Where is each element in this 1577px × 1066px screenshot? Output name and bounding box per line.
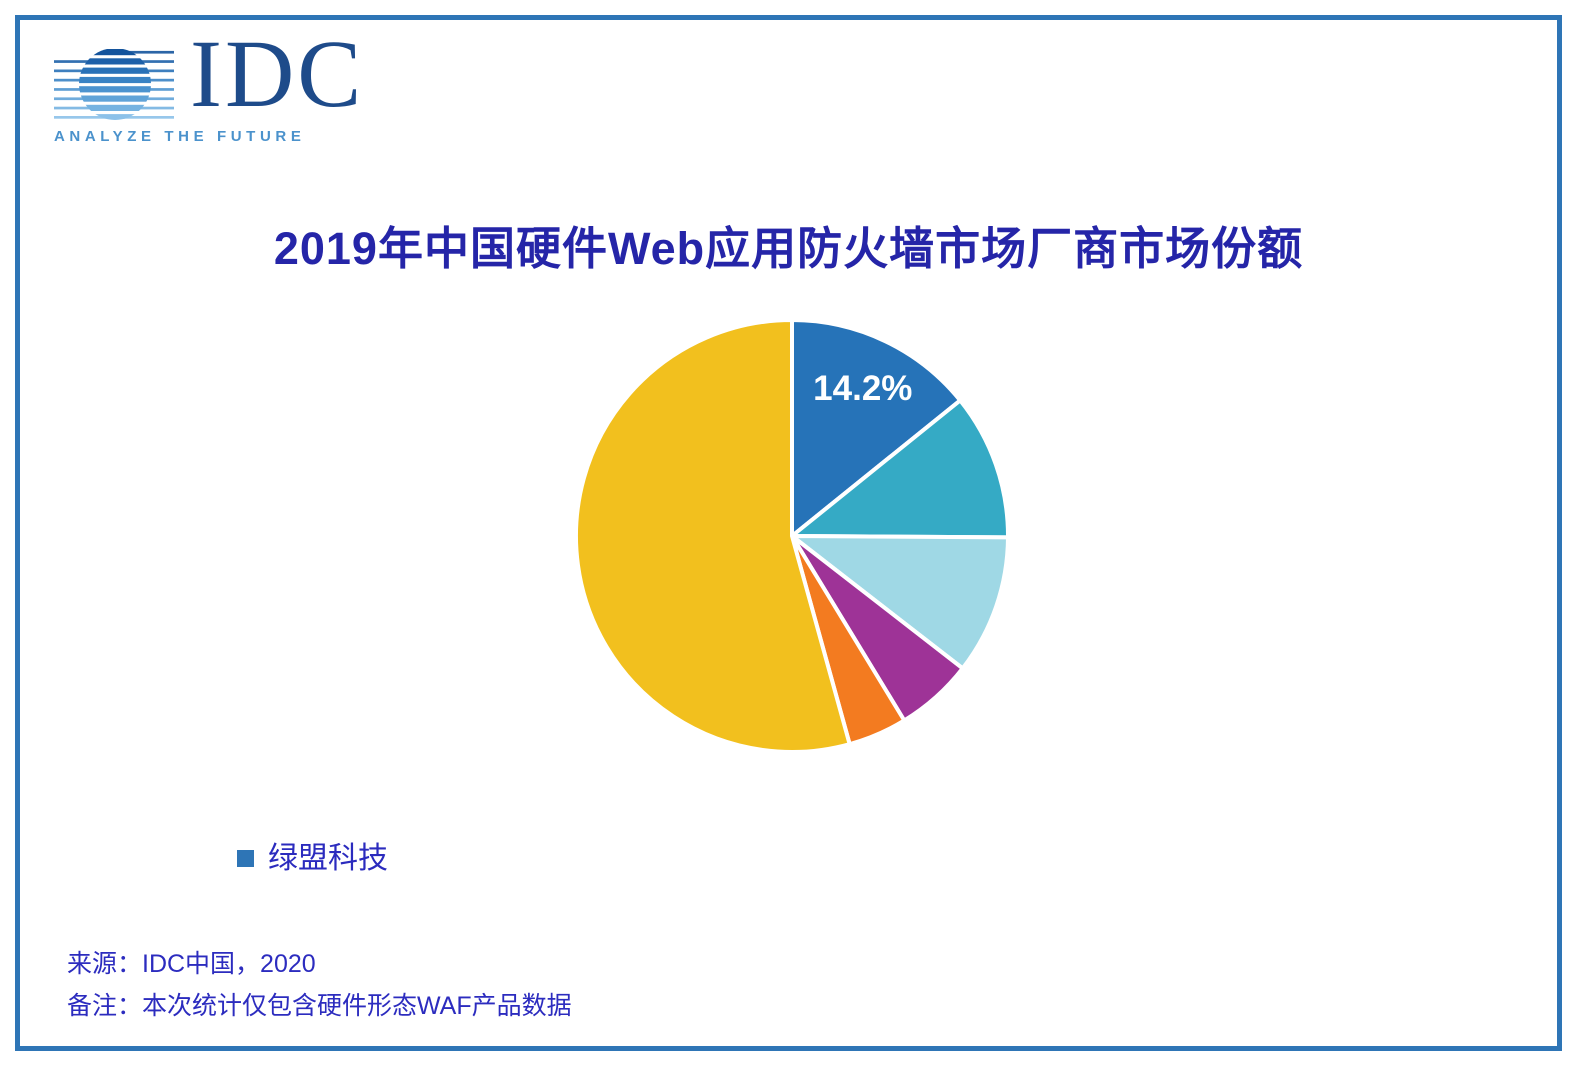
pie-slice-3 (786, 533, 1011, 672)
pie-chart: 14.2% (573, 317, 1011, 754)
idc-logo: IDC ANALYZE THE FUTURE (52, 26, 372, 154)
pie-slice-6 (573, 317, 853, 754)
idc-globe-icon (54, 49, 174, 120)
legend-item-label: 绿盟科技 (268, 842, 388, 875)
legend-marker-square (237, 850, 254, 867)
pie-data-label: 14.2% (813, 369, 912, 408)
idc-logo-text: IDC (190, 20, 365, 127)
chart-title: 2019年中国硬件Web应用防火墙市场厂商市场份额 (273, 223, 1304, 274)
pie-slice-1-绿盟科技 (790, 317, 963, 541)
source-line: 来源：IDC中国，2020 (67, 950, 316, 978)
idc-logo-tagline: ANALYZE THE FUTURE (54, 128, 306, 145)
note-line: 备注：本次统计仅包含硬件形态WAF产品数据 (67, 992, 572, 1020)
pie-slice-2 (786, 397, 1011, 540)
legend: 绿盟科技 (237, 841, 388, 877)
